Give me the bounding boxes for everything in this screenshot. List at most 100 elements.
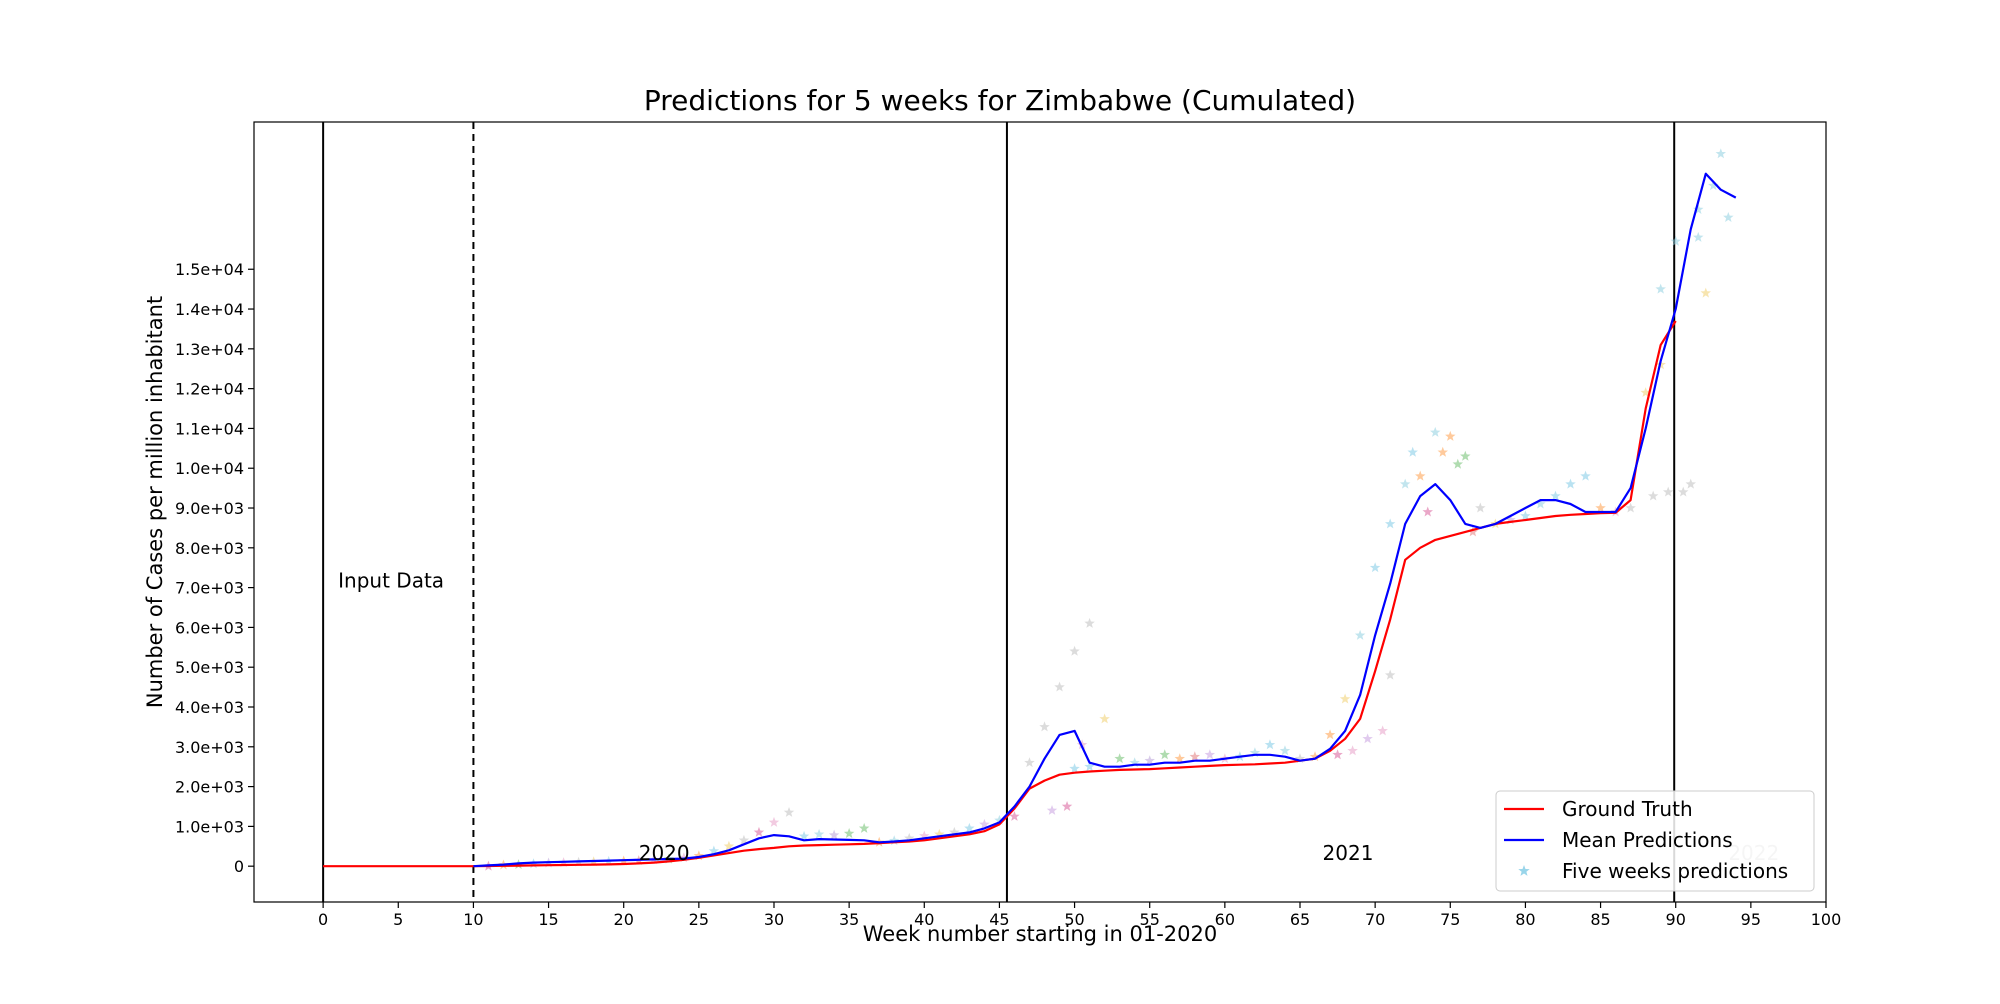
y-axis-label: Number of Cases per million inhabitant bbox=[143, 295, 167, 709]
y-tick-label-1: 1.0e+03 bbox=[175, 817, 244, 836]
series-line-ground-truth bbox=[323, 320, 1677, 868]
y-tick-label-12: 1.2e+04 bbox=[175, 380, 244, 399]
x-tick-label-2: 10 bbox=[463, 910, 483, 929]
prediction-point-64 bbox=[1347, 745, 1358, 756]
prediction-point-13 bbox=[678, 852, 690, 863]
prediction-point-74 bbox=[1422, 506, 1433, 517]
prediction-point-14 bbox=[693, 850, 705, 861]
chart-marks: Input Data202020212022 bbox=[322, 122, 1779, 902]
x-tick-label-4: 20 bbox=[614, 910, 634, 929]
prediction-point-91 bbox=[1625, 502, 1636, 513]
y-tick-label-4: 4.0e+03 bbox=[175, 698, 244, 717]
prediction-point-105 bbox=[1723, 212, 1734, 222]
axes-frame bbox=[253, 121, 1827, 903]
axis-ticks: 0 5 10 15 20 25 30 35 40 45 50 55 60 65 70 75 80 85 90 95 10… bbox=[175, 260, 1841, 929]
prediction-point-23 bbox=[828, 829, 840, 840]
prediction-point-39 bbox=[1054, 681, 1065, 692]
prediction-point-88 bbox=[1580, 470, 1591, 481]
prediction-point-85 bbox=[1535, 498, 1546, 509]
prediction-point-33 bbox=[979, 818, 990, 829]
prediction-point-44 bbox=[1099, 713, 1110, 724]
y-tick-label-15: 1.5e+04 bbox=[175, 260, 244, 279]
prediction-point-31 bbox=[949, 826, 960, 837]
y-tick-label-6: 6.0e+03 bbox=[175, 618, 244, 637]
prediction-point-24 bbox=[843, 828, 855, 838]
prediction-point-43 bbox=[1084, 617, 1095, 628]
prediction-point-57 bbox=[1264, 739, 1276, 750]
prediction-point-93 bbox=[1647, 490, 1659, 501]
prediction-point-65 bbox=[1354, 629, 1366, 640]
prediction-point-40 bbox=[1061, 800, 1073, 811]
annotation-0: Input Data bbox=[338, 569, 444, 593]
annotation-1: 2020 bbox=[639, 841, 690, 865]
prediction-point-86 bbox=[1550, 490, 1561, 501]
x-tick-label-1: 5 bbox=[393, 910, 403, 929]
prediction-point-56 bbox=[1249, 747, 1261, 758]
annotation-2: 2021 bbox=[1323, 841, 1374, 865]
prediction-point-35 bbox=[1009, 810, 1020, 821]
y-tick-label-13: 1.3e+04 bbox=[175, 340, 244, 359]
prediction-point-73 bbox=[1414, 470, 1426, 481]
prediction-point-84 bbox=[1520, 510, 1531, 521]
prediction-point-32 bbox=[964, 822, 975, 833]
prediction-point-98 bbox=[1678, 486, 1689, 497]
prediction-point-69 bbox=[1384, 518, 1396, 529]
y-tick-label-7: 7.0e+03 bbox=[175, 579, 244, 598]
prediction-point-28 bbox=[904, 832, 915, 843]
prediction-point-78 bbox=[1452, 458, 1464, 469]
prediction-point-37 bbox=[1039, 721, 1050, 732]
prediction-point-83 bbox=[1505, 514, 1516, 525]
prediction-point-17 bbox=[738, 834, 750, 845]
prediction-point-36 bbox=[1024, 757, 1035, 768]
prediction-point-68 bbox=[1377, 725, 1388, 736]
x-axis-label: Week number starting in 01-2020 bbox=[862, 922, 1218, 946]
chart-title: Predictions for 5 weeks for Zimbabwe (Cu… bbox=[643, 84, 1357, 117]
prediction-point-16 bbox=[723, 840, 735, 851]
x-tick-label-0: 0 bbox=[318, 910, 328, 929]
prediction-point-89 bbox=[1595, 502, 1606, 513]
prediction-point-67 bbox=[1369, 562, 1381, 573]
prediction-point-97 bbox=[1670, 235, 1681, 246]
prediction-point-99 bbox=[1685, 478, 1696, 489]
prediction-point-38 bbox=[1046, 804, 1058, 815]
prediction-point-18 bbox=[753, 826, 765, 837]
x-tick-label-14: 70 bbox=[1365, 910, 1385, 929]
x-tick-label-10: 50 bbox=[1064, 910, 1084, 929]
prediction-point-63 bbox=[1339, 693, 1351, 704]
prediction-point-15 bbox=[708, 845, 720, 856]
y-tick-label-3: 3.0e+03 bbox=[175, 738, 244, 757]
prediction-point-92 bbox=[1640, 387, 1651, 398]
prediction-point-61 bbox=[1324, 729, 1336, 740]
y-tick-label-8: 8.0e+03 bbox=[175, 539, 244, 558]
prediction-point-27 bbox=[888, 835, 900, 846]
x-tick-label-16: 80 bbox=[1515, 910, 1535, 929]
legend: Ground Truth Mean Predictions Five weeks p… bbox=[1495, 790, 1815, 892]
x-tick-label-7: 35 bbox=[839, 910, 859, 929]
legend-label-0: Ground Truth bbox=[1562, 797, 1693, 821]
prediction-point-79 bbox=[1460, 450, 1471, 461]
prediction-point-58 bbox=[1279, 745, 1291, 756]
prediction-point-21 bbox=[798, 830, 810, 841]
x-tick-label-18: 90 bbox=[1666, 910, 1686, 929]
prediction-point-100 bbox=[1693, 204, 1704, 214]
y-tick-label-9: 9.0e+03 bbox=[175, 499, 244, 518]
prediction-point-104 bbox=[1715, 148, 1727, 159]
prediction-point-96 bbox=[1662, 486, 1674, 497]
prediction-point-81 bbox=[1475, 502, 1486, 513]
x-tick-label-20: 100 bbox=[1811, 910, 1842, 929]
y-tick-label-11: 1.1e+04 bbox=[175, 419, 244, 438]
prediction-point-19 bbox=[768, 816, 780, 827]
prediction-point-46 bbox=[1084, 761, 1095, 772]
legend-box bbox=[1495, 790, 1815, 892]
x-tick-label-8: 40 bbox=[914, 910, 934, 929]
prediction-point-53 bbox=[1204, 749, 1216, 760]
prediction-point-77 bbox=[1445, 430, 1456, 441]
prediction-point-59 bbox=[1294, 753, 1306, 764]
y-tick-label-10: 1.0e+04 bbox=[175, 459, 244, 478]
legend-label-1: Mean Predictions bbox=[1562, 828, 1733, 852]
prediction-point-25 bbox=[858, 822, 870, 833]
y-tick-label-5: 5.0e+03 bbox=[175, 658, 244, 677]
x-tick-label-9: 45 bbox=[989, 910, 1009, 929]
